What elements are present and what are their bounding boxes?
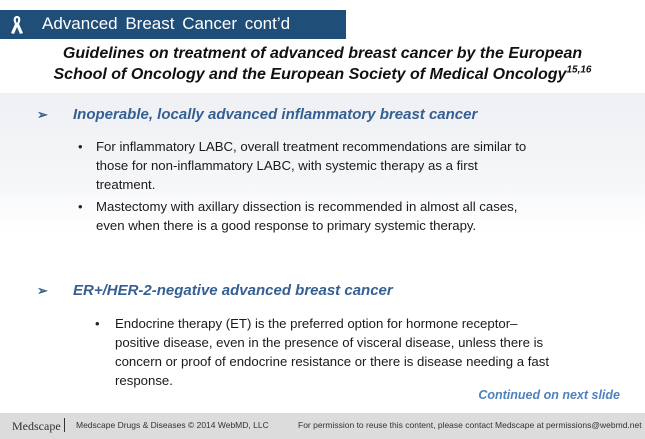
bullet-line: concern or proof of endocrine resistance… [115, 354, 549, 369]
section-heading-er-her2: ER+/HER-2-negative advanced breast cance… [73, 282, 393, 299]
footer-copyright: Medscape Drugs & Diseases © 2014 WebMD, … [76, 420, 269, 430]
bullet-icon: • [78, 199, 83, 214]
bullet-line: treatment. [96, 177, 156, 192]
footer-divider [64, 418, 65, 432]
heading-line-1: Guidelines on treatment of advanced brea… [62, 45, 583, 62]
bullet-line: Endocrine therapy (ET) is the preferred … [115, 316, 518, 331]
bullet-icon: • [95, 316, 100, 331]
bullet-line: For inflammatory LABC, overall treatment… [96, 139, 527, 154]
guideline-heading: Guidelines on treatment of advanced brea… [0, 43, 645, 85]
medscape-logo: Medscape [12, 419, 61, 433]
heading-citation: 15,16 [566, 64, 592, 76]
bullet-inflammatory-recommendations: For inflammatory LABC, overall treatment… [96, 137, 606, 194]
awareness-ribbon-icon [11, 16, 23, 34]
bullet-line: those for non-inflammatory LABC, with sy… [96, 158, 478, 173]
bullet-endocrine-therapy: Endocrine therapy (ET) is the preferred … [115, 314, 615, 390]
heading-line-2: School of Oncology and the European Soci… [0, 64, 645, 85]
section-background-band [0, 93, 645, 233]
continued-note: Continued on next slide [478, 388, 620, 402]
bullet-mastectomy: Mastectomy with axillary dissection is r… [96, 197, 606, 235]
section-heading-inflammatory: Inoperable, locally advanced inflammator… [73, 106, 478, 123]
bullet-line: Mastectomy with axillary dissection is r… [96, 199, 518, 214]
footer: Medscape Medscape Drugs & Diseases © 201… [0, 413, 645, 439]
section-arrow-icon: ➢ [37, 107, 48, 122]
bullet-line: positive disease, even in the presence o… [115, 335, 544, 350]
heading-line-2-text: School of Oncology and the European Soci… [53, 66, 567, 83]
slide-title: Advanced Breast Cancer cont’d [42, 14, 291, 33]
bullet-line: even when there is a good response to pr… [96, 218, 477, 233]
footer-permission: For permission to reuse this content, pl… [298, 420, 642, 430]
section-arrow-icon: ➢ [37, 283, 48, 298]
bullet-line: response. [115, 373, 173, 388]
slide-title-bar: Advanced Breast Cancer cont’d [0, 10, 346, 39]
bullet-icon: • [78, 139, 83, 154]
